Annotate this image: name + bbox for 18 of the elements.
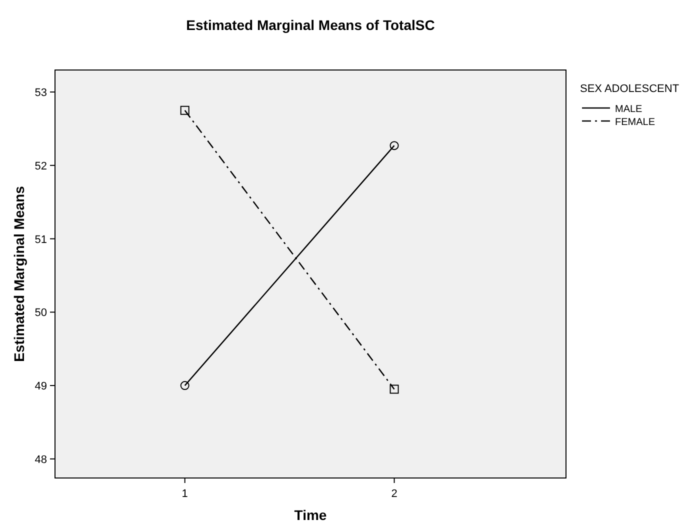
y-tick-label: 53 (34, 87, 47, 100)
y-axis-title: Estimated Marginal Means (11, 186, 27, 362)
y-tick-label: 50 (34, 307, 47, 320)
x-tick-label: 1 (182, 488, 188, 500)
y-tick-label: 51 (34, 234, 47, 246)
y-tick-label: 48 (34, 454, 47, 466)
legend-label: FEMALE (615, 117, 656, 128)
legend-title: SEX ADOLESCENT (580, 83, 680, 95)
x-tick-label: 2 (391, 488, 398, 500)
point (390, 141, 399, 150)
point (180, 106, 190, 115)
point (180, 381, 190, 390)
legend-label: MALE (615, 104, 643, 115)
y-tick-label: 52 (34, 160, 47, 172)
point (390, 384, 399, 394)
x-axis-title: Time (294, 507, 327, 523)
chart-title: Estimated Marginal Means of TotalSC (186, 17, 435, 33)
y-tick-label: 49 (34, 380, 47, 393)
